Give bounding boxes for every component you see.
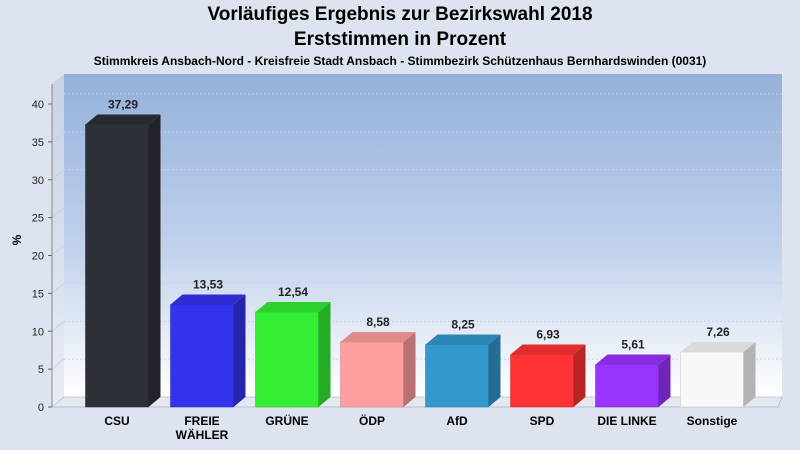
bar-side <box>148 114 161 407</box>
y-tick-label: 0 <box>38 402 44 414</box>
x-tick-label: SPD <box>530 414 555 428</box>
bar-front <box>425 344 489 408</box>
bar-top <box>595 354 671 365</box>
bar-front <box>255 311 319 408</box>
bar <box>510 344 586 408</box>
plot-floor <box>50 396 783 408</box>
bar-front <box>595 364 659 408</box>
bar-side <box>573 344 586 407</box>
x-tick-label: GRÜNE <box>265 413 308 428</box>
bar-top <box>170 294 246 305</box>
bar <box>170 294 246 408</box>
gridline-side <box>51 131 65 143</box>
x-tick-label: ÖDP <box>359 413 385 428</box>
bar-side <box>318 302 331 407</box>
bar <box>255 302 331 408</box>
bar-side <box>658 354 671 407</box>
gridline-side <box>51 282 65 294</box>
x-tick-label: Sonstige <box>687 414 738 428</box>
data-label: 37,29 <box>108 98 138 112</box>
gridline-side <box>51 396 65 408</box>
data-label: 12,54 <box>278 285 308 299</box>
data-label: 8,58 <box>366 315 390 329</box>
chart-subtitle: Erststimmen in Prozent <box>293 29 507 50</box>
y-tick-label: 40 <box>32 99 44 111</box>
bar-top <box>680 342 756 353</box>
gridline-side <box>51 320 65 332</box>
gridline-side <box>51 358 65 370</box>
chart-caption: Stimmkreis Ansbach-Nord - Kreisfreie Sta… <box>93 54 707 68</box>
y-tick-label: 20 <box>32 251 44 263</box>
bar-top <box>340 332 416 343</box>
y-tick-label: 15 <box>32 288 44 300</box>
data-label: 5,61 <box>621 338 645 352</box>
bar-top <box>510 344 586 355</box>
bar-side <box>233 294 246 407</box>
gridline-side <box>51 93 65 105</box>
x-tick-label: FREIE WÄHLER <box>176 414 229 442</box>
bar-front <box>85 124 149 408</box>
bar <box>340 332 416 408</box>
data-label: 6,93 <box>536 328 560 342</box>
data-label: 13,53 <box>193 278 223 292</box>
bar-top <box>255 302 331 313</box>
bar-side <box>403 332 416 407</box>
bar-top <box>425 334 501 345</box>
bar-front <box>680 351 744 408</box>
plot-side-wall <box>52 74 64 407</box>
x-tick-label: DIE LINKE <box>597 414 656 428</box>
bar <box>425 334 501 408</box>
gridline-side <box>51 245 65 256</box>
bar-side <box>488 334 501 407</box>
chart-title: Vorläufiges Ergebnis zur Bezirkswahl 201… <box>207 4 593 25</box>
x-tick-label: AfD <box>446 414 468 428</box>
x-tick-label: CSU <box>104 414 129 428</box>
bar-side <box>743 342 756 407</box>
gridline-side <box>51 169 65 181</box>
bar-front <box>510 354 574 408</box>
bar-front <box>170 304 234 408</box>
y-tick-label: 30 <box>32 175 44 187</box>
bar <box>85 114 161 408</box>
bar <box>595 354 671 408</box>
bar-front <box>340 341 404 408</box>
y-tick-label: 5 <box>38 364 44 376</box>
data-label: 7,26 <box>706 325 730 339</box>
data-label: 8,25 <box>451 318 475 332</box>
y-tick-label: 25 <box>32 213 44 225</box>
y-axis-label: % <box>10 234 24 245</box>
y-tick-label: 10 <box>32 326 44 338</box>
bar <box>680 342 756 408</box>
gridline-side <box>51 207 65 219</box>
y-tick-label: 35 <box>32 137 44 149</box>
bar-top <box>85 114 161 125</box>
